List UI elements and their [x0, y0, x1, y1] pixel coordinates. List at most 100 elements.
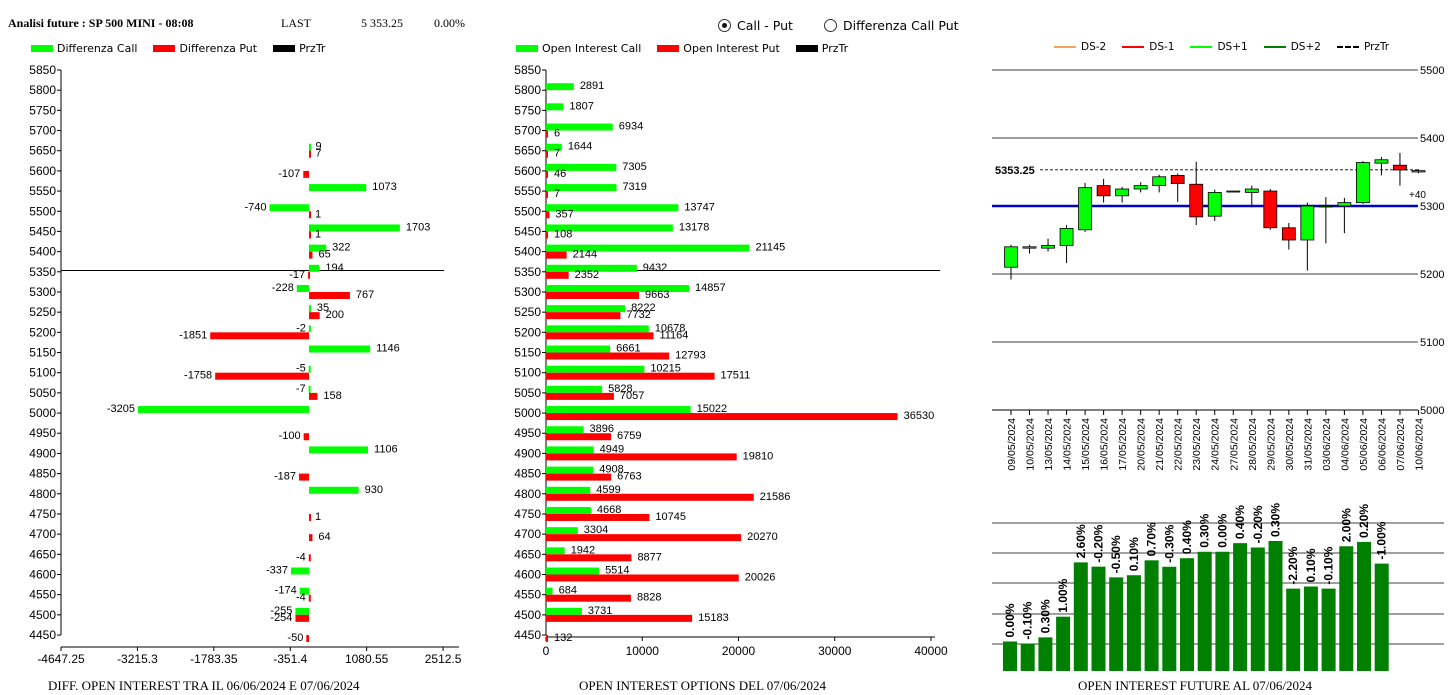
bar-value-label: 15183 [698, 612, 729, 624]
future-oi-pct-label: 0.30% [1038, 599, 1052, 633]
diff-put-bar [309, 150, 311, 158]
bar-value-label: 158 [323, 390, 341, 402]
diff-chart-caption: DIFF. OPEN INTEREST TRA IL 06/06/2024 E … [48, 678, 360, 693]
y-tick-label: 4600 [514, 568, 541, 582]
diff-put-bar [210, 332, 309, 340]
date-label: 04/06/2024 [1339, 418, 1351, 471]
x-tick-label: -1783.35 [190, 652, 238, 666]
diff-call-bar [309, 446, 369, 454]
date-label: 23/05/2024 [1191, 418, 1203, 471]
diff-put-bar [309, 312, 320, 320]
y-tick-label: 5350 [514, 265, 541, 279]
oi-call-bar [546, 224, 673, 232]
date-label: 30/05/2024 [1284, 418, 1296, 471]
date-label: 07/06/2024 [1395, 418, 1407, 471]
bar-value-label: 7319 [622, 181, 646, 193]
radio-circle-selected[interactable] [718, 19, 731, 32]
oi-put-bar [546, 332, 654, 340]
future-oi-pct-label: -0.10% [1322, 546, 1336, 584]
bar-value-label: 200 [326, 309, 344, 321]
legend-oi: Open Interest Call Open Interest Put Prz… [516, 42, 864, 55]
y-tick-label: 5050 [29, 386, 56, 400]
bar-value-label: 9432 [643, 262, 667, 274]
future-oi-pct-label: -0.20% [1251, 505, 1265, 543]
y-tick-label: 5150 [29, 346, 56, 360]
bar-value-label: -255 [270, 605, 292, 617]
future-oi-pct-label: 0.00% [1215, 513, 1229, 547]
y-tick-label: 5700 [29, 124, 56, 138]
candle-up [1244, 188, 1259, 193]
diff-call-bar [309, 345, 371, 353]
bar-value-label: -174 [275, 585, 297, 597]
bar-value-label: 132 [554, 632, 572, 644]
legend-diff: Differenza Call Differenza Put PrzTr [31, 42, 341, 55]
date-label: 05/06/2024 [1358, 418, 1370, 471]
bar-value-label: 1073 [372, 181, 396, 193]
diff-put-bar [309, 211, 311, 219]
bar-value-label: 1 [315, 208, 321, 220]
future-oi-pct-label: 0.40% [1233, 505, 1247, 539]
future-oi-bar [1339, 546, 1354, 671]
x-tick-label: 1080.55 [345, 652, 389, 666]
oi-put-bar [546, 372, 715, 380]
y-tick-label: 4700 [514, 527, 541, 541]
diff-put-bar [299, 473, 309, 481]
oi-call-bar [546, 406, 691, 414]
bar-value-label: 1644 [568, 141, 592, 153]
oi-call-bar [546, 305, 626, 313]
bar-value-label: -4 [296, 551, 306, 563]
oi-call-bar [546, 486, 591, 494]
candle-up [1411, 170, 1426, 173]
bar-value-label: -740 [244, 201, 266, 213]
diff-put-bar [303, 433, 309, 441]
oi-put-bar [546, 594, 631, 602]
legend-swatch-price [273, 45, 296, 52]
bar-value-label: -2 [296, 322, 306, 334]
radio-differenza-call-put[interactable]: Differenza Call Put [824, 18, 959, 33]
legend-line-ds+1 [1190, 46, 1213, 48]
y-tick-label: 4800 [514, 487, 541, 501]
y-tick-label: 5500 [29, 204, 56, 218]
oi-call-bar [546, 325, 649, 333]
oi-call-bar [546, 587, 553, 595]
oi-call-bar [546, 143, 562, 151]
future-oi-pct-label: -0.30% [1162, 524, 1176, 562]
bar-value-label: 930 [365, 484, 383, 496]
y-tick-label: 5800 [29, 83, 56, 97]
bar-value-label: 13747 [684, 201, 715, 213]
legend-candles: DS-2 DS-1 DS+1 DS+2 PrzTr [1054, 41, 1405, 53]
future-oi-pct-label: 0.70% [1145, 522, 1159, 556]
legend-label: Differenza Put [179, 42, 258, 55]
price-label: 5353.25 [995, 165, 1035, 177]
diff-put-bar [309, 534, 313, 542]
bar-value-label: 11164 [659, 329, 688, 341]
diff-put-bar [306, 635, 309, 643]
date-label: 16/05/2024 [1099, 418, 1111, 471]
candle-down [1096, 185, 1111, 197]
bar-value-label: 20270 [747, 531, 778, 543]
legend-label: Differenza Call [57, 42, 138, 55]
last-label: LAST [281, 16, 311, 30]
y-tick-label: 5000 [1420, 405, 1444, 417]
y-tick-label: 5100 [1420, 337, 1444, 349]
bar-value-label: -100 [279, 430, 301, 442]
oi-put-bar [546, 614, 693, 622]
future-oi-bar [1250, 547, 1265, 671]
legend-line-prztr [1336, 46, 1359, 48]
oi-call-bar [546, 284, 689, 292]
future-oi-pct-label: 0.10% [1127, 537, 1141, 571]
oi-call-bar [546, 345, 611, 353]
diff-put-bar [309, 392, 318, 400]
bar-value-label: 21586 [760, 491, 791, 503]
future-oi-pct-label: 0.30% [1198, 513, 1212, 547]
candle-down [1393, 164, 1407, 171]
candle-down [1170, 174, 1185, 184]
radio-call-put[interactable]: Call - Put [718, 18, 793, 33]
bar-value-label: -337 [266, 565, 288, 577]
future-oi-pct-label: 0.10% [1304, 548, 1318, 582]
oi-put-bar [546, 433, 612, 441]
diff-put-bar [309, 251, 313, 259]
radio-circle[interactable] [824, 19, 837, 32]
oi-call-bar [546, 103, 564, 111]
